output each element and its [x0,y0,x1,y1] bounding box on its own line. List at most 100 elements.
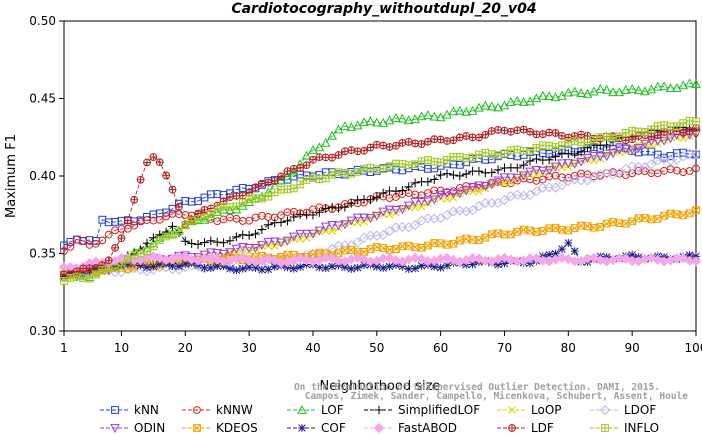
point-lof [595,83,606,93]
point-kdeos [660,211,668,220]
point-inflo [123,255,132,264]
point-fastabod [410,252,421,263]
point-ldf [340,147,349,156]
point-odin [499,173,510,183]
point-cof [404,265,413,273]
point-inflo [481,148,490,157]
watermark-line-1: Campos, Zimek, Sander, Campello, Micenko… [305,391,688,402]
legend-label-knnw: kNNW [216,403,253,417]
point-odin [391,205,401,215]
point-simplifiedlof [314,207,324,217]
point-simplifiedlof [231,232,241,242]
point-lof [314,142,325,152]
point-ldof [378,229,389,240]
point-cof [347,265,356,273]
point-fastabod [480,255,491,267]
point-lof [589,86,599,96]
legend-marker-inflo [601,424,609,432]
point-odin [384,205,395,215]
point-loop [328,227,336,235]
point-loop [353,219,362,227]
x-tick-label: 1 [60,341,68,355]
point-ldof [646,159,657,170]
point-ldf [506,127,515,136]
point-ldf [385,143,394,151]
point-inflo [360,164,368,173]
point-kdeos [475,236,483,245]
point-lof [684,78,695,88]
point-odin [263,237,274,247]
point-inflo [66,273,75,282]
point-odin [410,197,420,207]
point-ldf [455,133,464,142]
point-ldof [422,213,433,224]
point-ldof [461,206,472,217]
point-fastabod [671,253,682,264]
legend-label-ldof: LDOF [624,403,656,417]
point-cof [296,263,305,271]
point-inflo [455,152,464,161]
point-cof [175,262,183,271]
point-lof [403,115,414,125]
point-ldof [684,148,695,159]
point-lof [608,87,618,97]
point-kdeos [519,225,528,234]
plot-frame [63,20,697,332]
y-tick-label: 0.45 [29,92,56,106]
point-lof [384,115,395,125]
point-inflo [558,141,566,150]
point-cof [321,264,330,273]
point-odin [429,195,440,205]
point-ldof [384,225,395,237]
point-loop [519,170,528,179]
point-kdeos [679,211,688,220]
point-ldof [441,209,453,221]
point-lof [333,124,344,134]
point-ldf [289,164,298,173]
point-cof [430,262,439,271]
point-odin [257,241,267,251]
point-inflo [143,247,151,256]
point-simplifiedlof [334,203,343,213]
series-layer [58,78,702,285]
point-odin [371,211,382,221]
x-tick-label: 70 [497,341,512,355]
series-inflo [60,116,700,285]
point-ldf [487,127,496,135]
point-odin [423,197,433,207]
point-lof [352,120,363,130]
point-cof [257,265,266,274]
point-inflo [353,167,362,176]
point-inflo [411,160,420,169]
legend-item-knnw: kNNW [182,403,253,417]
point-inflo [475,150,483,159]
point-ldof [614,167,625,178]
point-cof [628,250,637,259]
legend-label-cof: COF [321,421,346,434]
point-lof [646,84,657,94]
point-simplifiedlof [263,220,273,230]
point-odin [301,229,312,239]
point-inflo [60,277,68,285]
point-loop [296,235,305,244]
point-odin [563,159,574,169]
legend-label-kdeos: KDEOS [216,421,258,434]
point-lof [691,79,701,89]
point-cof [558,245,566,254]
point-lof [442,109,452,119]
point-simplifiedlof [602,140,612,150]
point-odin [486,180,497,190]
point-loop [570,159,579,168]
point-ldf [162,171,171,180]
point-ldf [366,143,375,152]
series-line-ldf [64,127,697,275]
point-inflo [136,249,145,258]
legend-marker-knn [111,406,119,414]
point-lof [474,102,484,112]
legend-label-knn: kNN [134,403,159,417]
point-odin [537,166,548,176]
point-knnw [506,179,515,188]
point-lof [340,121,350,131]
point-ldf [647,132,656,141]
